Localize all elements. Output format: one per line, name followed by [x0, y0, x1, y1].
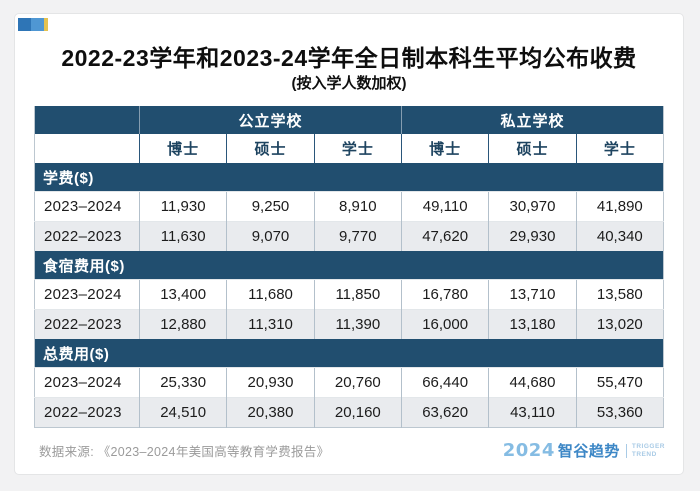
section-header-cell: 学费($) — [34, 163, 664, 192]
table-row: 2022–2023 24,510 20,380 20,160 63,620 43,110 5… — [34, 397, 664, 428]
logo-brand-name: 智谷趋势 — [557, 443, 620, 460]
value-cell: 24,510 — [138, 397, 227, 428]
table-row: 2023–2024 25,330 20,930 20,760 66,440 44,680 5… — [34, 367, 664, 398]
value-cell: 63,620 — [400, 397, 489, 428]
table-head: 公立学校 私立学校 博士 硕士 学士 博士 硕士 学士 — [34, 106, 664, 163]
group-header-cell: 私立学校 — [400, 106, 664, 134]
group-header-row: 公立学校 私立学校 — [34, 106, 664, 134]
year-cell: 2022–2023 — [34, 397, 140, 428]
infographic-card: 2022-23学年和2023-24学年全日制本科生平均公布收费 (按入学人数加权… — [14, 13, 684, 475]
section-header-row: 学费($) — [34, 163, 664, 192]
value-cell: 41,890 — [575, 191, 664, 222]
year-cell: 2022–2023 — [34, 309, 140, 339]
section-header-cell: 食宿费用($) — [34, 251, 664, 280]
data-source-note: 数据来源: 《2023–2024年美国高等教育学费报告》 — [39, 445, 330, 459]
table-row: 2023–2024 11,930 9,250 8,910 49,110 30,970 41,… — [34, 191, 664, 222]
value-cell: 66,440 — [400, 367, 489, 398]
footer: 数据来源: 《2023–2024年美国高等教育学费报告》 2024 智谷趋势 T… — [39, 440, 665, 461]
value-cell: 13,710 — [488, 279, 577, 310]
value-cell: 40,340 — [575, 221, 664, 251]
value-cell: 49,110 — [400, 191, 489, 222]
table-body: 学费($) 2023–2024 11,930 9,250 8,910 49,110 30,9… — [34, 163, 664, 428]
page-subtitle: (按入学人数加权) — [291, 75, 407, 92]
value-cell: 30,970 — [488, 191, 577, 222]
page-title: 2022-23学年和2023-24学年全日制本科生平均公布收费 — [61, 45, 637, 71]
year-cell: 2023–2024 — [34, 279, 140, 310]
value-cell: 11,310 — [226, 309, 315, 339]
fees-table: 公立学校 私立学校 博士 硕士 学士 博士 硕士 学士 学费($) 2023–2024 11,93… — [34, 106, 664, 428]
section-header-row: 食宿费用($) — [34, 251, 664, 280]
year-cell: 2023–2024 — [34, 191, 140, 222]
value-cell: 12,880 — [138, 309, 227, 339]
column-header-cell: 学士 — [313, 134, 402, 163]
logo-tagline: TRIGGER TREND — [632, 443, 665, 458]
value-cell: 20,930 — [226, 367, 315, 398]
year-cell: 2023–2024 — [34, 367, 140, 398]
value-cell: 11,390 — [313, 309, 402, 339]
column-header-cell: 博士 — [400, 134, 489, 163]
value-cell: 44,680 — [488, 367, 577, 398]
logo-tagline-line1: TRIGGER — [631, 443, 665, 450]
value-cell: 16,000 — [400, 309, 489, 339]
value-cell: 47,620 — [400, 221, 489, 251]
logo-divider — [625, 443, 627, 458]
deco-bar-yellow-icon — [44, 18, 48, 31]
value-cell: 8,910 — [313, 191, 402, 222]
value-cell: 20,760 — [313, 367, 402, 398]
value-cell: 13,400 — [138, 279, 227, 310]
subcorner-cell — [34, 134, 140, 163]
section-header-cell: 总费用($) — [34, 339, 664, 368]
column-header-cell: 学士 — [575, 134, 664, 163]
value-cell: 53,360 — [575, 397, 664, 428]
value-cell: 29,930 — [488, 221, 577, 251]
value-cell: 25,330 — [138, 367, 227, 398]
corner-decoration — [18, 18, 48, 31]
section-header-row: 总费用($) — [34, 339, 664, 368]
corner-cell — [34, 106, 140, 134]
value-cell: 13,020 — [575, 309, 664, 339]
column-header-cell: 硕士 — [488, 134, 577, 163]
table-row: 2023–2024 13,400 11,680 11,850 16,780 13,710 1… — [34, 279, 664, 310]
deco-square-dark-icon — [18, 18, 31, 31]
value-cell: 11,930 — [138, 191, 227, 222]
value-cell: 11,630 — [138, 221, 227, 251]
value-cell: 20,160 — [313, 397, 402, 428]
value-cell: 9,250 — [226, 191, 315, 222]
value-cell: 16,780 — [400, 279, 489, 310]
value-cell: 13,180 — [488, 309, 577, 339]
value-cell: 13,580 — [575, 279, 664, 310]
year-cell: 2022–2023 — [34, 221, 140, 251]
value-cell: 9,070 — [226, 221, 315, 251]
column-header-cell: 博士 — [138, 134, 227, 163]
value-cell: 11,850 — [313, 279, 402, 310]
logo-tagline-line2: TREND — [631, 450, 657, 458]
value-cell: 55,470 — [575, 367, 664, 398]
value-cell: 20,380 — [226, 397, 315, 428]
table-row: 2022–2023 11,630 9,070 9,770 47,620 29,930 40,… — [34, 221, 664, 251]
brand-logo: 2024 智谷趋势 TRIGGER TREND — [503, 440, 665, 461]
value-cell: 43,110 — [488, 397, 577, 428]
value-cell: 9,770 — [313, 221, 402, 251]
deco-square-light-icon — [31, 18, 44, 31]
column-header-cell: 硕士 — [226, 134, 315, 163]
column-header-row: 博士 硕士 学士 博士 硕士 学士 — [34, 134, 664, 163]
group-header-cell: 公立学校 — [139, 106, 402, 134]
table-row: 2022–2023 12,880 11,310 11,390 16,000 13,180 1… — [34, 309, 664, 339]
value-cell: 11,680 — [226, 279, 315, 310]
logo-year: 2024 — [502, 440, 555, 461]
